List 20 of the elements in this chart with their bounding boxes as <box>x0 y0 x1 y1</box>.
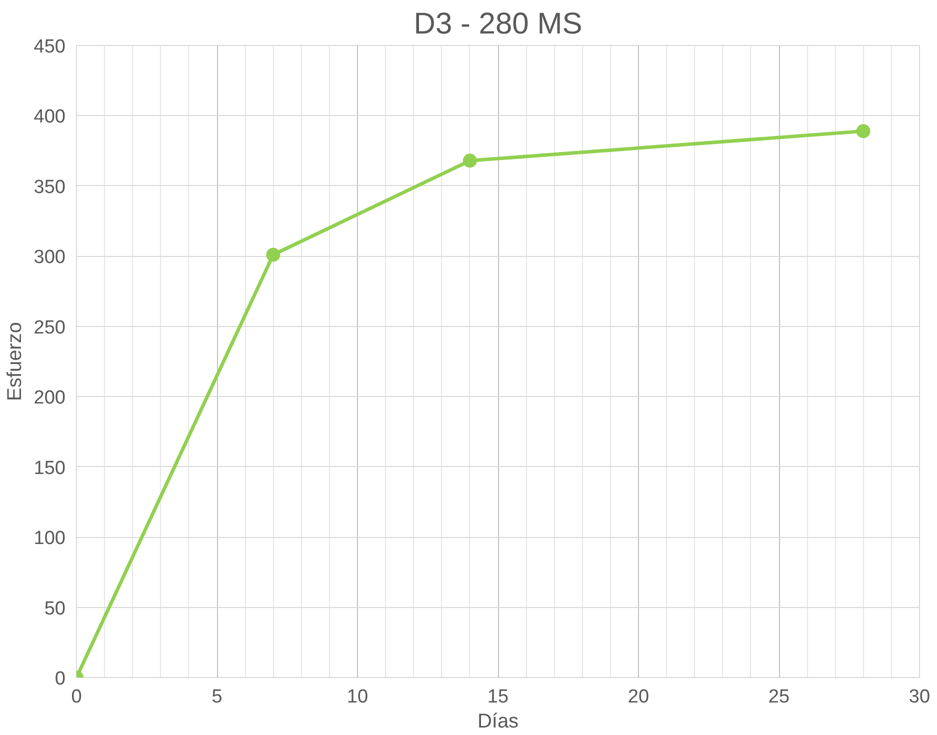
y-tick-label: 400 <box>34 106 66 128</box>
y-tick-label: 50 <box>44 598 66 620</box>
x-tick-label: 25 <box>768 686 790 708</box>
chart-title: D3 - 280 MS <box>414 8 582 40</box>
y-tick-label: 100 <box>34 528 66 550</box>
x-tick-label: 30 <box>908 686 930 708</box>
y-tick-label: 450 <box>34 36 66 58</box>
y-tick-label: 200 <box>34 388 66 409</box>
x-axis-title: Días <box>477 710 519 732</box>
y-tick-label: 300 <box>34 247 66 268</box>
x-tick-label: 5 <box>212 686 222 708</box>
y-tick-label: 0 <box>54 668 66 690</box>
x-tick-label: 20 <box>628 686 650 708</box>
y-tick-label: 250 <box>34 317 66 338</box>
x-tick-label: 15 <box>487 686 509 708</box>
x-tick-label: 10 <box>346 686 368 708</box>
y-axis-title: Esfuerzo <box>4 322 26 401</box>
y-tick-label: 150 <box>34 458 66 479</box>
y-tick-label: 350 <box>34 176 66 198</box>
x-tick-label: 0 <box>71 686 82 708</box>
